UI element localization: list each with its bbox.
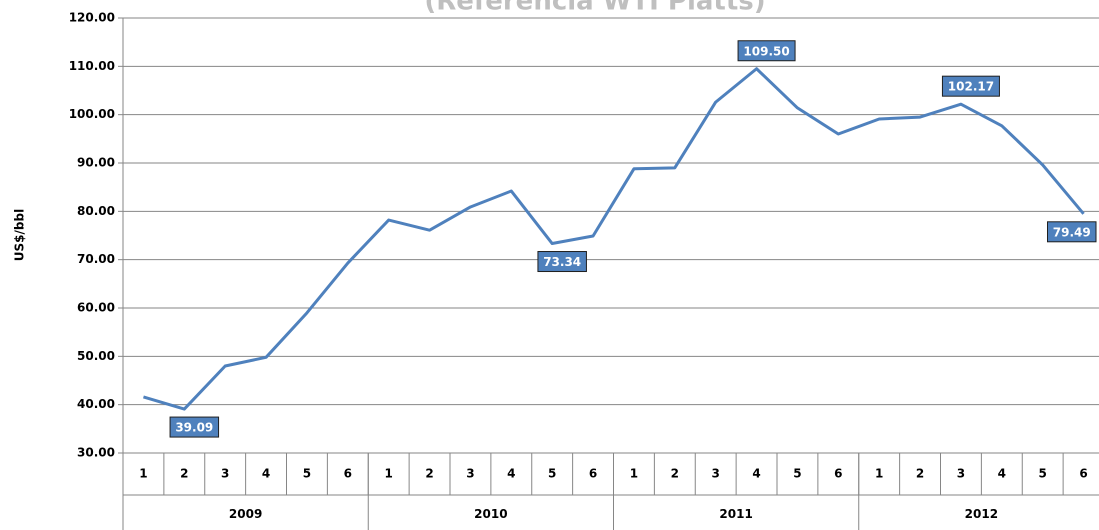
x-tick-label: 4 bbox=[262, 467, 270, 481]
y-tick-label: 60.00 bbox=[77, 301, 115, 315]
x-tick-label: 6 bbox=[1079, 467, 1087, 481]
data-label: 79.49 bbox=[1053, 225, 1091, 239]
data-label-box bbox=[537, 251, 587, 273]
x-tick-label: 6 bbox=[589, 467, 597, 481]
group-label: 2011 bbox=[719, 507, 752, 521]
chart-title: (Referencia WTI Platts) bbox=[424, 0, 765, 17]
group-label: 2010 bbox=[474, 507, 507, 521]
x-tick-label: 4 bbox=[752, 467, 760, 481]
x-tick-label: 5 bbox=[548, 467, 556, 481]
data-label-box bbox=[169, 416, 220, 438]
x-tick-label: 1 bbox=[630, 467, 638, 481]
x-tick-label: 5 bbox=[303, 467, 311, 481]
x-tick-label: 3 bbox=[221, 467, 229, 481]
data-label-box bbox=[737, 40, 796, 62]
x-tick-label: 2 bbox=[180, 467, 188, 481]
x-tick-label: 4 bbox=[507, 467, 515, 481]
y-tick-label: 120.00 bbox=[69, 11, 115, 25]
y-tick-label: 110.00 bbox=[69, 59, 115, 73]
data-label: 73.34 bbox=[543, 255, 581, 269]
y-tick-label: 80.00 bbox=[77, 204, 115, 218]
data-label-box bbox=[1047, 221, 1097, 243]
y-tick-label: 100.00 bbox=[69, 107, 115, 121]
x-tick-label: 6 bbox=[834, 467, 842, 481]
data-label-box bbox=[941, 75, 1000, 97]
x-tick-label: 1 bbox=[139, 467, 147, 481]
y-tick-label: 90.00 bbox=[77, 156, 115, 170]
x-tick-label: 2 bbox=[671, 467, 679, 481]
y-tick-label: 70.00 bbox=[77, 252, 115, 266]
x-tick-label: 4 bbox=[998, 467, 1006, 481]
line bbox=[143, 67, 1085, 411]
x-tick-label: 3 bbox=[712, 467, 720, 481]
data-label: 102.17 bbox=[948, 80, 994, 94]
x-tick-label: 6 bbox=[344, 467, 352, 481]
y-tick-label: 40.00 bbox=[77, 397, 115, 411]
x-tick-label: 5 bbox=[793, 467, 801, 481]
x-tick-label: 3 bbox=[957, 467, 965, 481]
x-tick-label: 2 bbox=[916, 467, 924, 481]
y-tick-label: 50.00 bbox=[77, 349, 115, 363]
x-tick-label: 1 bbox=[875, 467, 883, 481]
y-axis-label: US$/bbl bbox=[13, 209, 27, 261]
data-label: 109.50 bbox=[743, 44, 789, 58]
group-label: 2009 bbox=[229, 507, 262, 521]
x-tick-label: 5 bbox=[1039, 467, 1047, 481]
x-tick-label: 3 bbox=[466, 467, 474, 481]
group-label: 2012 bbox=[965, 507, 998, 521]
y-tick-label: 30.00 bbox=[77, 446, 115, 460]
x-tick-label: 2 bbox=[425, 467, 433, 481]
data-label: 39.09 bbox=[175, 421, 213, 435]
x-tick-label: 1 bbox=[385, 467, 393, 481]
